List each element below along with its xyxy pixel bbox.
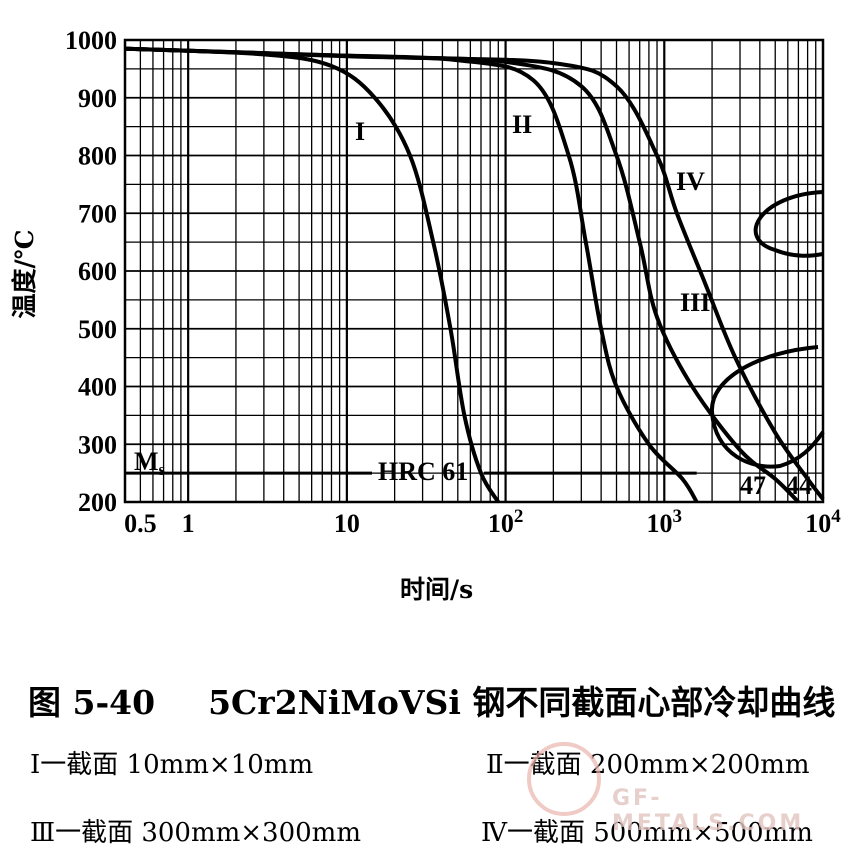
cooling-curve-4	[124, 46, 825, 501]
cooling-curve-1	[124, 46, 501, 504]
y-tick-label: 300	[78, 430, 117, 459]
y-tick-label: 1000	[65, 26, 117, 55]
y-axis-label: 温度/℃	[10, 229, 39, 319]
cooling-curve-3	[124, 46, 800, 504]
figure-title: 5Cr2NiMoVSi 钢不同截面心部冷却曲线	[208, 683, 836, 722]
plot-frame	[123, 38, 825, 504]
legend-item-3: Ⅲ一截面 300mm×300mm	[30, 818, 361, 848]
hardness-label-2: 44	[786, 471, 812, 500]
legend-item-4: Ⅳ一截面 500mm×500mm	[481, 818, 813, 848]
y-tick-label: 500	[78, 315, 117, 344]
series-group	[124, 46, 825, 504]
hrc-label: HRC 61	[378, 457, 468, 486]
cooling-curve-2	[124, 46, 699, 504]
x-tick-label: 103	[647, 506, 683, 538]
x-tick-label: 1	[182, 509, 195, 538]
y-tick-label: 200	[78, 488, 117, 517]
figure-caption: 图 5-40 5Cr2NiMoVSi 钢不同截面心部冷却曲线	[28, 676, 835, 724]
y-tick-label: 800	[78, 142, 117, 171]
x-tick-label: 10	[334, 509, 360, 538]
ms-label: Ms	[134, 447, 166, 479]
hrc-annotation: HRC 61	[378, 457, 468, 486]
transformation-regions	[709, 190, 825, 469]
hardness-label-1: 47	[740, 471, 766, 500]
series-label-3: III	[680, 288, 710, 317]
y-tick-label: 400	[78, 373, 117, 402]
watermark-text: GF-METALS.COM	[612, 786, 805, 836]
pearlite-region-curve	[753, 190, 824, 258]
y-tick-label: 700	[78, 199, 117, 228]
chart-grid	[125, 40, 823, 502]
x-tick-label: 0.5	[124, 509, 157, 538]
y-tick-label: 600	[78, 257, 117, 286]
x-axis-label: 时间/s	[400, 575, 474, 604]
y-tick-label: 900	[78, 84, 117, 113]
bainite-region-curve	[709, 345, 825, 469]
series-label-1: I	[355, 117, 365, 146]
series-label-2: II	[512, 110, 532, 139]
ms-marker: Ms	[125, 447, 697, 479]
legend-item-1: Ⅰ一截面 10mm×10mm	[30, 750, 314, 780]
figure-number: 图 5-40	[28, 683, 156, 722]
series-label-4: IV	[676, 167, 705, 196]
x-tick-label: 102	[488, 506, 524, 538]
watermark-logo-icon	[527, 742, 601, 816]
x-tick-label: 104	[805, 506, 841, 538]
